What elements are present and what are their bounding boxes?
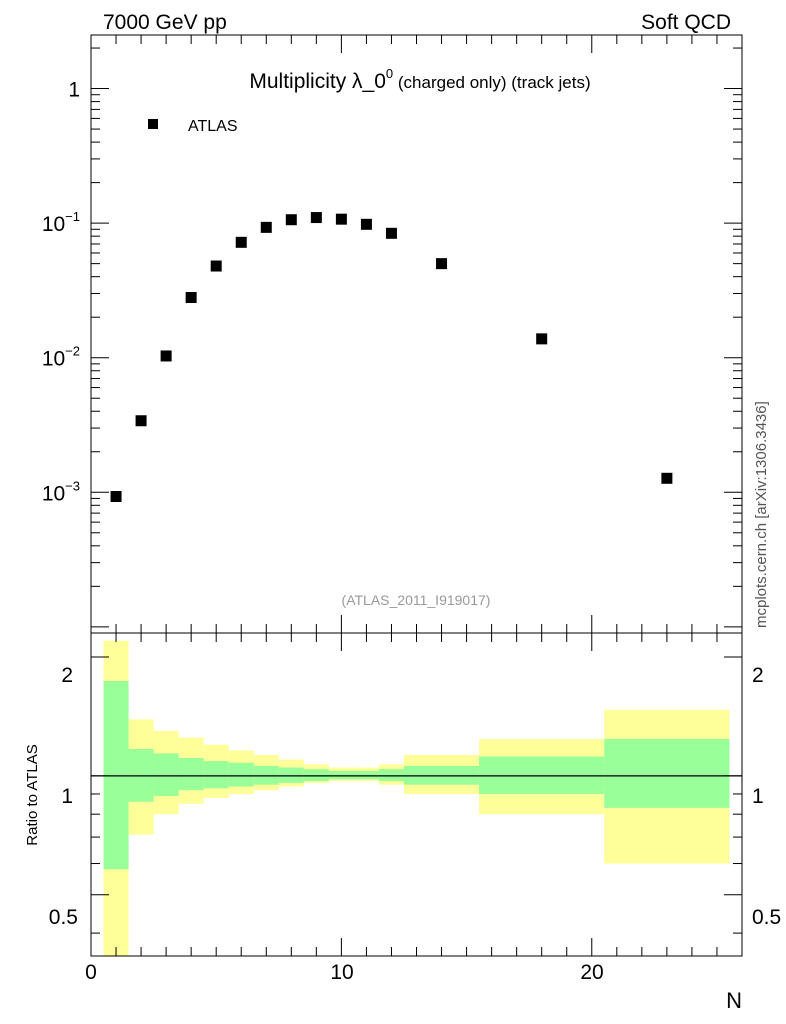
data-point — [260, 221, 272, 233]
ratio-y-axis-label: Ratio to ATLAS — [24, 744, 41, 845]
stat-band-bin — [153, 753, 179, 796]
data-point — [661, 472, 673, 484]
stat-band-bin — [228, 762, 254, 787]
data-point — [335, 213, 347, 225]
ratio-plot-frame — [90, 632, 743, 957]
ratio-ytick-label-right: 0.5 — [752, 906, 781, 929]
y-tick-label: 1 — [68, 79, 80, 102]
legend-label-atlas: ATLAS — [188, 118, 238, 135]
ratio-ytick-label-right: 1 — [752, 785, 764, 808]
main-plot-panel: 10−3 10−2 10−1 1 Multiplicity λ_00 (charged… — [42, 34, 743, 634]
data-point — [360, 218, 372, 230]
x-tick-label: 20 — [580, 961, 603, 984]
y-tick-label: 10−3 — [42, 478, 80, 505]
stat-band-bin — [178, 757, 204, 791]
plot-title: Multiplicity λ_00 (charged only) (track … — [249, 66, 590, 93]
ratio-plot-panel: 2 1 0.5 2 1 0.5 Ratio to ATLAS 0 10 20 N — [24, 632, 781, 1013]
stat-band-bin — [103, 680, 129, 870]
data-point — [285, 214, 297, 226]
data-point — [310, 212, 322, 224]
main-axis-ticks — [90, 35, 743, 633]
stat-band-bin — [278, 767, 304, 783]
x-tick-label: 10 — [330, 961, 353, 984]
main-y-tick-labels: 10−3 10−2 10−1 1 — [42, 79, 80, 506]
side-source-label: mcplots.cern.ch [arXiv:1306.3436] — [753, 401, 770, 628]
ratio-ytick-label-left: 0.5 — [49, 906, 78, 929]
data-point — [235, 236, 247, 248]
data-point — [210, 260, 222, 272]
stat-band-bin — [353, 770, 379, 780]
data-point — [135, 415, 147, 427]
data-point — [185, 292, 197, 304]
y-tick-label: 10−1 — [42, 209, 80, 236]
stat-band-bin — [378, 769, 404, 782]
stat-band-bin — [328, 770, 354, 780]
category-label: Soft QCD — [641, 11, 731, 34]
data-point — [160, 350, 172, 362]
energy-label: 7000 GeV pp — [103, 11, 227, 34]
stat-band-bin — [604, 738, 730, 808]
stat-band-bin — [303, 769, 329, 782]
stat-band-bin — [479, 756, 605, 794]
data-point — [110, 491, 122, 503]
data-point — [436, 258, 448, 270]
data-point — [536, 333, 548, 345]
y-tick-label: 10−2 — [42, 344, 80, 371]
ratio-ytick-label-right: 2 — [752, 664, 764, 687]
x-axis-label: N — [726, 988, 742, 1013]
analysis-id-label: (ATLAS_2011_I919017) — [342, 592, 491, 608]
stat-band-bin — [203, 761, 229, 789]
data-point — [385, 227, 397, 239]
ratio-ytick-label-left: 2 — [61, 664, 73, 687]
atlas-data-points — [110, 212, 673, 503]
legend-marker-atlas — [148, 119, 158, 129]
ratio-ytick-label-left: 1 — [61, 785, 73, 808]
x-tick-label: 0 — [85, 961, 97, 984]
